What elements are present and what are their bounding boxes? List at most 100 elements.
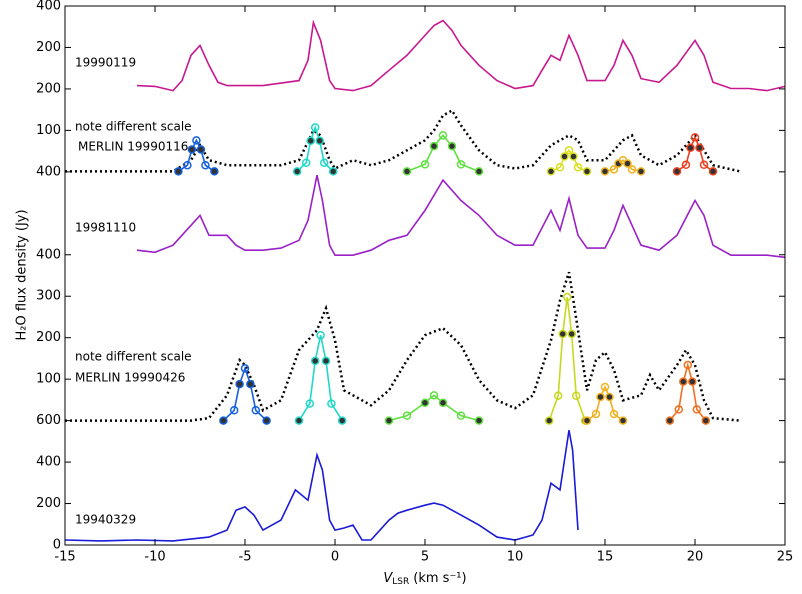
data-point	[337, 416, 347, 425]
data-point	[609, 409, 619, 419]
data-point	[196, 145, 206, 154]
series-line	[222, 365, 268, 422]
data-point	[429, 391, 439, 400]
y-tick-label: 300	[36, 289, 61, 304]
data-point	[701, 416, 711, 425]
y-tick-label: 400	[36, 164, 61, 179]
data-point	[555, 163, 565, 172]
series-line	[550, 148, 588, 173]
annotation: note different scale	[75, 120, 192, 134]
x-tick-label: 25	[777, 550, 794, 565]
data-point	[546, 167, 556, 176]
data-point	[192, 136, 201, 145]
y-tick-label: 600	[36, 413, 61, 428]
x-tick-label: 20	[687, 550, 704, 565]
data-point	[292, 167, 302, 176]
y-tick-label: 200	[36, 40, 61, 55]
data-point	[306, 136, 315, 145]
series-line	[676, 135, 714, 173]
data-point	[251, 406, 261, 415]
data-point	[560, 152, 569, 161]
x-tick-label: -5	[239, 550, 252, 565]
data-point	[571, 391, 581, 400]
plot-frame	[64, 5, 786, 546]
data-point	[672, 167, 682, 176]
data-point	[402, 167, 412, 176]
y-axis-label: H₂O flux density (Jy)	[15, 209, 30, 340]
data-point	[564, 146, 574, 155]
data-point	[319, 158, 329, 167]
data-point	[328, 167, 338, 176]
series-line	[586, 385, 624, 422]
data-point	[582, 167, 592, 176]
data-point	[683, 360, 693, 370]
data-point	[201, 160, 210, 170]
data-point	[315, 136, 324, 145]
data-point	[567, 329, 576, 339]
y-tick-label: 100	[36, 123, 61, 138]
data-point	[420, 398, 430, 408]
data-point	[474, 167, 484, 176]
data-point	[183, 160, 192, 170]
data-point	[600, 382, 610, 392]
series-line	[298, 335, 343, 422]
series-line	[296, 125, 334, 172]
data-point	[301, 158, 311, 167]
data-point	[420, 160, 430, 169]
y-tick-label: 200	[36, 330, 61, 345]
series-line	[669, 362, 707, 422]
annotation: note different scale	[75, 350, 192, 364]
series-line	[136, 175, 786, 259]
x-tick-label: 5	[421, 550, 429, 565]
y-tick-label: 400	[36, 455, 61, 470]
annotation: 19940329	[75, 513, 136, 527]
data-point	[665, 416, 675, 425]
data-point	[327, 399, 336, 408]
data-point	[456, 160, 466, 169]
annotation: MERLIN 19990426	[75, 371, 185, 385]
data-point	[708, 167, 718, 176]
y-tick-label: 0	[53, 538, 61, 553]
data-point	[438, 398, 448, 408]
data-point	[321, 356, 331, 366]
x-tick-label: 0	[331, 550, 339, 565]
data-point	[605, 392, 614, 402]
data-point	[623, 159, 632, 168]
data-point	[692, 405, 702, 414]
y-tick-label: 200	[36, 496, 61, 511]
data-point	[674, 405, 684, 414]
data-point	[316, 330, 325, 340]
series-line	[65, 108, 741, 173]
data-point	[618, 416, 628, 425]
series-line	[406, 134, 480, 173]
data-point	[558, 329, 567, 339]
data-point	[573, 163, 583, 172]
data-point	[246, 379, 255, 389]
x-label-symbol: V	[383, 571, 393, 586]
data-point	[310, 356, 320, 366]
data-point	[562, 292, 572, 302]
y-tick-label: 400	[36, 247, 61, 262]
data-point	[235, 379, 244, 389]
data-point	[384, 416, 394, 425]
x-tick-label: -15	[54, 550, 75, 565]
data-point	[438, 131, 448, 140]
data-point	[591, 409, 601, 419]
x-tick-label: 10	[507, 550, 524, 565]
x-label-subscript: LSR	[392, 577, 409, 587]
data-point	[262, 416, 271, 425]
data-point	[569, 152, 578, 161]
y-tick-label: 200	[36, 81, 61, 96]
data-point	[681, 160, 691, 170]
x-label-unit: (km s⁻¹)	[413, 571, 466, 586]
annotation: 19990119	[75, 56, 136, 70]
series-line	[136, 19, 786, 92]
data-point	[627, 165, 637, 174]
data-point	[679, 377, 688, 386]
series-line	[604, 159, 642, 173]
y-tick-label: 400	[36, 0, 61, 14]
series-line	[177, 138, 215, 173]
series-line	[388, 394, 480, 422]
data-point	[219, 416, 228, 425]
